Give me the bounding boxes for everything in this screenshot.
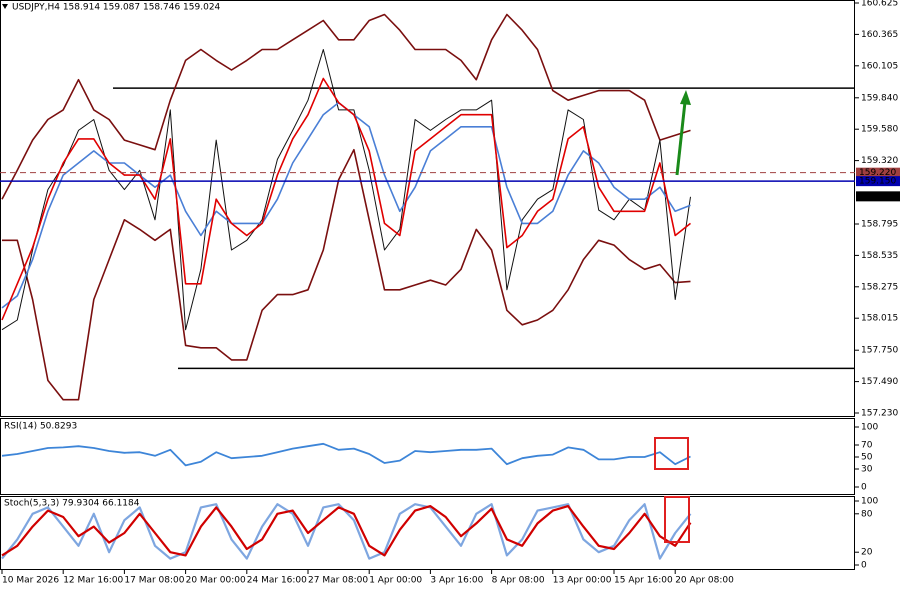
series-line [1,442,691,467]
panel-title: Stoch(5,3,3) 79.9304 66.1184 [4,499,140,509]
x-tick-label: 1 Apr 00:00 [369,576,422,586]
annotations [654,90,691,543]
y-tick-label: 159.320 [861,156,898,166]
x-tick-label: 20 Mar 00:00 [186,576,246,586]
price-level-label: 159.220 [859,168,896,178]
y-tick-label: 20 [861,548,873,558]
y-tick-label: 158.275 [861,282,898,292]
price-level-label: 159.024 [859,192,896,202]
price-panel-frame [0,0,855,417]
panel-title: USDJPY,H4 158.914 159.087 158.746 159.02… [12,3,221,13]
x-tick-label: 13 Apr 00:00 [553,576,612,586]
y-tick-label: 30 [861,465,873,475]
x-tick-label: 8 Apr 08:00 [492,576,545,586]
series-line [1,101,691,309]
price-level-box [856,167,900,178]
y-tick-label: 100 [861,497,878,507]
x-tick-label: 27 Mar 08:00 [308,576,368,586]
price-level-label: 159.150 [859,177,896,187]
y-tick-label: 158.015 [861,314,898,324]
y-tick-label: 157.750 [861,346,898,356]
frames [0,0,855,570]
x-tick-label: 24 Mar 16:00 [247,576,307,586]
y-tick-label: 50 [861,453,873,463]
y-tick-label: 158.795 [861,220,898,230]
up-arrow-shaft [675,101,687,176]
x-tick-label: 20 Apr 08:00 [675,576,734,586]
y-tick-label: 160.365 [861,30,898,40]
series-line [1,49,691,331]
rsi-panel-frame [0,418,855,495]
y-tick-label: 157.230 [861,409,898,419]
y-tick-label: 100 [861,423,878,433]
stoch-highlight-box [664,496,690,543]
y-tick-label: 160.105 [861,61,898,71]
price-level-box [856,176,900,187]
rsi-highlight-box [654,437,689,470]
up-arrow-head [680,90,691,105]
price-level-box [856,191,900,202]
title-marker [2,4,8,9]
series-line [1,505,692,557]
series-line [1,13,691,200]
y-tick-label: 159.840 [861,93,898,103]
x-tick-label: 15 Apr 16:00 [614,576,673,586]
y-tick-label: 70 [861,441,873,451]
x-tick-label: 17 Mar 08:00 [124,576,184,586]
stoch-panel-frame [0,496,855,570]
series-line [1,77,691,321]
x-tick-label: 12 Mar 16:00 [63,576,123,586]
y-tick-label: 0 [861,483,867,493]
series-line [2,148,691,401]
y-tick-label: 80 [861,509,873,519]
y-tick-label: 157.490 [861,377,898,387]
panel-title: RSI(14) 50.8293 [4,422,77,432]
series-line [1,503,692,560]
y-tick-label: 160.625 [861,0,898,9]
x-tick-label: 3 Apr 16:00 [430,576,483,586]
y-tick-label: 0 [861,561,867,571]
y-tick-label: 159.580 [861,125,898,135]
x-tick-label: 10 Mar 2026 [2,576,59,586]
y-tick-label: 158.535 [861,251,898,261]
